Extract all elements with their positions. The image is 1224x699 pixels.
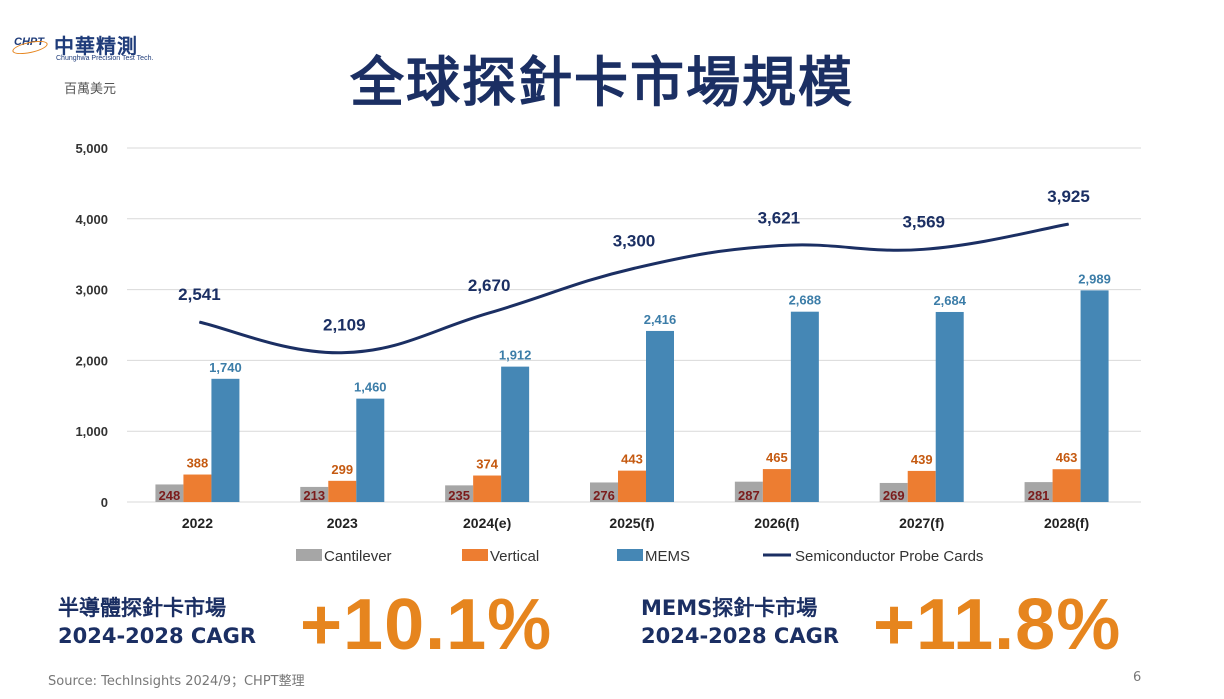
line-point-semiconductor-probe-cards	[1068, 223, 1070, 225]
logo-mark: CHPT	[14, 36, 44, 48]
data-label-vertical: 439	[911, 452, 933, 467]
cagr-semiconductor-value: +10.1%	[300, 585, 553, 665]
legend-swatch-vertical	[462, 549, 488, 561]
bar-cantilever	[734, 481, 763, 502]
line-layer	[198, 222, 1070, 355]
bar-vertical	[328, 480, 357, 502]
bar-vertical	[1052, 469, 1081, 502]
bar-mems	[211, 378, 240, 502]
source-note: Source: TechInsights 2024/9；CHPT整理	[48, 674, 305, 689]
label-layer: 0 1,000 2,000 3,000 4,000 5,000 2022 2023 2024(e…	[75, 141, 1110, 531]
logo-name: 中華精測	[54, 34, 138, 58]
data-label-vertical: 463	[1056, 450, 1078, 465]
data-label-semiconductor-probe-cards: 3,569	[902, 212, 945, 231]
bar-mems	[790, 311, 819, 502]
cagr-mems-value: +11.8%	[873, 585, 1122, 665]
data-label-vertical: 299	[331, 462, 353, 477]
data-label-vertical: 465	[766, 450, 788, 465]
data-label-mems: 2,684	[933, 293, 966, 308]
y-tick-label: 1,000	[75, 424, 108, 439]
data-label-vertical: 443	[621, 452, 643, 467]
logo-subtitle: Chunghwa Precision Test Tech.	[56, 55, 154, 62]
bar-vertical	[762, 469, 791, 502]
data-label-mems: 1,740	[209, 360, 242, 375]
legend-label-mems: MEMS	[645, 548, 690, 565]
cagr-mems-label-line1: MEMS探針卡市場	[641, 596, 818, 620]
data-label-semiconductor-probe-cards: 3,300	[613, 231, 656, 250]
bar-vertical	[183, 474, 212, 502]
data-label-mems: 1,912	[499, 348, 532, 363]
data-label-cantilever: 213	[303, 488, 325, 503]
line-point-semiconductor-probe-cards	[778, 245, 780, 247]
data-label-semiconductor-probe-cards: 2,670	[468, 276, 511, 295]
x-tick-label: 2022	[182, 515, 213, 531]
line-point-semiconductor-probe-cards	[633, 267, 635, 269]
data-label-cantilever: 287	[738, 488, 760, 503]
data-label-vertical: 388	[187, 456, 209, 471]
bar-cantilever	[155, 484, 184, 502]
line-point-semiconductor-probe-cards	[343, 352, 345, 354]
data-label-mems: 2,989	[1078, 271, 1111, 286]
data-label-vertical: 374	[476, 457, 498, 472]
cagr-semiconductor-label-line1: 半導體探針卡市場	[58, 596, 226, 620]
data-label-semiconductor-probe-cards: 2,109	[323, 316, 366, 335]
data-label-mems: 2,416	[644, 312, 677, 327]
page-number: 6	[1133, 670, 1142, 685]
y-tick-label: 3,000	[75, 283, 108, 298]
line-point-semiconductor-probe-cards	[488, 312, 490, 314]
cagr-semiconductor-label-line2: 2024-2028 CAGR	[58, 624, 256, 648]
cagr-semiconductor-label: 半導體探針卡市場 2024-2028 CAGR	[58, 594, 256, 650]
legend-swatch-cantilever	[296, 549, 322, 561]
data-label-semiconductor-probe-cards: 2,541	[178, 285, 221, 304]
bar-cantilever	[300, 486, 329, 502]
y-tick-label: 2,000	[75, 353, 108, 368]
data-label-cantilever: 276	[593, 488, 615, 503]
legend-swatch-mems	[617, 549, 643, 561]
data-label-mems: 2,688	[789, 293, 822, 308]
data-label-cantilever: 281	[1028, 488, 1050, 503]
cagr-mems-label: MEMS探針卡市場 2024-2028 CAGR	[641, 594, 839, 650]
data-label-cantilever: 269	[883, 488, 905, 503]
y-tick-label: 0	[101, 495, 108, 510]
unit-label: 百萬美元	[64, 82, 117, 97]
bar-vertical	[907, 470, 936, 502]
y-tick-label: 4,000	[75, 212, 108, 227]
company-logo: CHPT 中華精測 Chunghwa Precision Test Tech.	[14, 30, 154, 70]
line-point-semiconductor-probe-cards	[923, 248, 925, 250]
data-label-cantilever: 248	[159, 488, 181, 503]
page-title: 全球探針卡市場規模	[350, 51, 854, 114]
bar-mems	[646, 330, 674, 502]
bar-vertical	[618, 470, 646, 502]
bar-mems	[356, 398, 385, 502]
grid-layer	[127, 147, 1141, 503]
x-tick-label: 2026(f)	[754, 515, 799, 531]
data-label-cantilever: 235	[448, 488, 470, 503]
bar-layer	[155, 290, 1109, 502]
legend-label-cantilever: Cantilever	[324, 548, 392, 565]
bar-cantilever	[879, 482, 908, 502]
bar-mems	[1080, 290, 1109, 502]
x-tick-label: 2027(f)	[899, 515, 944, 531]
x-tick-label: 2024(e)	[463, 515, 511, 531]
probe-card-market-chart: 0 1,000 2,000 3,000 4,000 5,000 2022 2023 2024(e…	[75, 141, 1141, 565]
bar-mems	[935, 311, 964, 502]
x-tick-label: 2023	[327, 515, 358, 531]
bar-cantilever	[1024, 482, 1053, 502]
y-tick-label: 5,000	[75, 141, 108, 156]
data-label-semiconductor-probe-cards: 3,621	[758, 209, 801, 228]
bar-cantilever	[445, 485, 474, 502]
chart-legend: Cantilever Vertical MEMS Semiconductor Prob…	[296, 548, 983, 565]
legend-label-vertical: Vertical	[490, 548, 539, 565]
bar-vertical	[473, 475, 502, 502]
legend-label-semiconductor-probe-cards: Semiconductor Probe Cards	[795, 548, 983, 565]
bar-cantilever	[590, 482, 618, 502]
data-label-mems: 1,460	[354, 380, 387, 395]
data-label-semiconductor-probe-cards: 3,925	[1047, 187, 1090, 206]
x-tick-label: 2025(f)	[609, 515, 654, 531]
bar-mems	[501, 366, 530, 502]
cagr-mems-label-line2: 2024-2028 CAGR	[641, 624, 839, 648]
line-point-semiconductor-probe-cards	[198, 321, 200, 323]
x-tick-label: 2028(f)	[1044, 515, 1089, 531]
